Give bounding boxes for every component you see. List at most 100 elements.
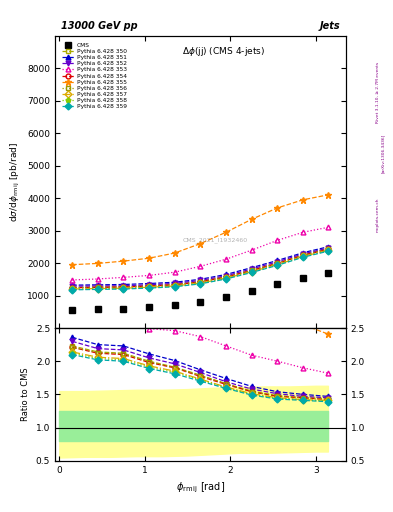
Pythia 6.428 350	[95, 284, 100, 290]
Pythia 6.428 355	[95, 260, 100, 266]
Pythia 6.428 356	[70, 285, 75, 291]
Y-axis label: d$\sigma$/d$\phi_{\rm rm\,ij}$ [pb/rad]: d$\sigma$/d$\phi_{\rm rm\,ij}$ [pb/rad]	[9, 142, 22, 222]
Line: Pythia 6.428 355: Pythia 6.428 355	[69, 191, 331, 268]
Pythia 6.428 355	[250, 216, 254, 222]
Line: Pythia 6.428 357: Pythia 6.428 357	[70, 248, 330, 291]
Pythia 6.428 353	[121, 274, 126, 281]
Pythia 6.428 350	[250, 267, 254, 273]
Pythia 6.428 351	[198, 276, 203, 283]
Pythia 6.428 352	[173, 280, 177, 286]
Line: Pythia 6.428 352: Pythia 6.428 352	[70, 246, 330, 289]
Line: Pythia 6.428 354: Pythia 6.428 354	[70, 247, 330, 290]
Pythia 6.428 354	[301, 252, 305, 259]
Pythia 6.428 355	[275, 205, 280, 211]
CMS	[121, 306, 126, 312]
Pythia 6.428 355	[224, 229, 228, 236]
Pythia 6.428 350	[173, 282, 177, 288]
Line: Pythia 6.428 356: Pythia 6.428 356	[70, 247, 330, 290]
Pythia 6.428 353	[250, 247, 254, 253]
Pythia 6.428 354	[250, 267, 254, 273]
Y-axis label: Ratio to CMS: Ratio to CMS	[21, 368, 30, 421]
Pythia 6.428 353	[275, 237, 280, 243]
CMS	[275, 281, 280, 287]
Pythia 6.428 356	[173, 282, 177, 288]
Pythia 6.428 350	[147, 283, 151, 289]
Pythia 6.428 359	[173, 284, 177, 290]
CMS	[70, 307, 75, 313]
Pythia 6.428 355	[173, 250, 177, 256]
Pythia 6.428 356	[95, 284, 100, 290]
Pythia 6.428 357	[70, 286, 75, 292]
Pythia 6.428 356	[147, 283, 151, 289]
Pythia 6.428 353	[224, 256, 228, 262]
Pythia 6.428 355	[301, 197, 305, 203]
Pythia 6.428 351	[121, 282, 126, 288]
Pythia 6.428 357	[325, 247, 330, 253]
Pythia 6.428 352	[70, 283, 75, 289]
Pythia 6.428 356	[224, 274, 228, 280]
Pythia 6.428 359	[95, 286, 100, 292]
Text: Jets: Jets	[320, 22, 340, 31]
Pythia 6.428 350	[275, 260, 280, 266]
Pythia 6.428 355	[325, 192, 330, 198]
Pythia 6.428 357	[95, 286, 100, 292]
Pythia 6.428 358	[301, 253, 305, 260]
Pythia 6.428 356	[198, 279, 203, 285]
CMS	[173, 302, 177, 308]
Line: Pythia 6.428 359: Pythia 6.428 359	[70, 249, 330, 292]
Pythia 6.428 357	[147, 284, 151, 290]
Pythia 6.428 354	[325, 246, 330, 252]
Pythia 6.428 356	[275, 260, 280, 266]
Pythia 6.428 353	[301, 229, 305, 236]
Pythia 6.428 354	[95, 284, 100, 290]
CMS	[147, 304, 151, 310]
Pythia 6.428 351	[147, 281, 151, 287]
Pythia 6.428 357	[250, 269, 254, 275]
Text: [arXiv:1306.3436]: [arXiv:1306.3436]	[381, 134, 385, 173]
Line: Pythia 6.428 350: Pythia 6.428 350	[70, 246, 330, 290]
Pythia 6.428 355	[70, 262, 75, 268]
Pythia 6.428 358	[275, 262, 280, 268]
Pythia 6.428 352	[325, 245, 330, 251]
Pythia 6.428 354	[275, 260, 280, 266]
Pythia 6.428 357	[275, 262, 280, 268]
Legend: CMS, Pythia 6.428 350, Pythia 6.428 351, Pythia 6.428 352, Pythia 6.428 353, Pyt: CMS, Pythia 6.428 350, Pythia 6.428 351,…	[61, 41, 128, 111]
Pythia 6.428 352	[121, 283, 126, 289]
Pythia 6.428 358	[325, 248, 330, 254]
Pythia 6.428 351	[95, 282, 100, 288]
Pythia 6.428 351	[250, 265, 254, 271]
Pythia 6.428 356	[121, 284, 126, 290]
Pythia 6.428 350	[325, 245, 330, 251]
Pythia 6.428 357	[198, 280, 203, 286]
CMS	[301, 274, 305, 281]
Pythia 6.428 357	[173, 283, 177, 289]
Pythia 6.428 359	[198, 281, 203, 287]
Pythia 6.428 354	[121, 284, 126, 290]
CMS	[95, 306, 100, 312]
Pythia 6.428 354	[70, 285, 75, 291]
Pythia 6.428 356	[325, 246, 330, 252]
Pythia 6.428 350	[121, 284, 126, 290]
Pythia 6.428 356	[301, 252, 305, 258]
Pythia 6.428 353	[95, 276, 100, 282]
Pythia 6.428 358	[250, 269, 254, 275]
Pythia 6.428 351	[301, 250, 305, 256]
Text: Rivet 3.1.10, ≥ 2.7M events: Rivet 3.1.10, ≥ 2.7M events	[376, 61, 380, 123]
Pythia 6.428 352	[250, 266, 254, 272]
Pythia 6.428 359	[301, 254, 305, 260]
X-axis label: $\phi_{\rm rm\,ij}$ [rad]: $\phi_{\rm rm\,ij}$ [rad]	[176, 480, 225, 495]
Pythia 6.428 359	[325, 248, 330, 254]
Pythia 6.428 353	[70, 277, 75, 283]
Pythia 6.428 358	[224, 275, 228, 282]
Line: Pythia 6.428 353: Pythia 6.428 353	[70, 225, 330, 283]
CMS	[198, 299, 203, 305]
Pythia 6.428 359	[121, 286, 126, 292]
Pythia 6.428 357	[301, 253, 305, 260]
Pythia 6.428 358	[70, 286, 75, 292]
Pythia 6.428 353	[147, 272, 151, 279]
Pythia 6.428 352	[301, 251, 305, 257]
Pythia 6.428 358	[198, 280, 203, 286]
Pythia 6.428 359	[275, 262, 280, 268]
Pythia 6.428 351	[275, 258, 280, 264]
CMS	[224, 294, 228, 300]
